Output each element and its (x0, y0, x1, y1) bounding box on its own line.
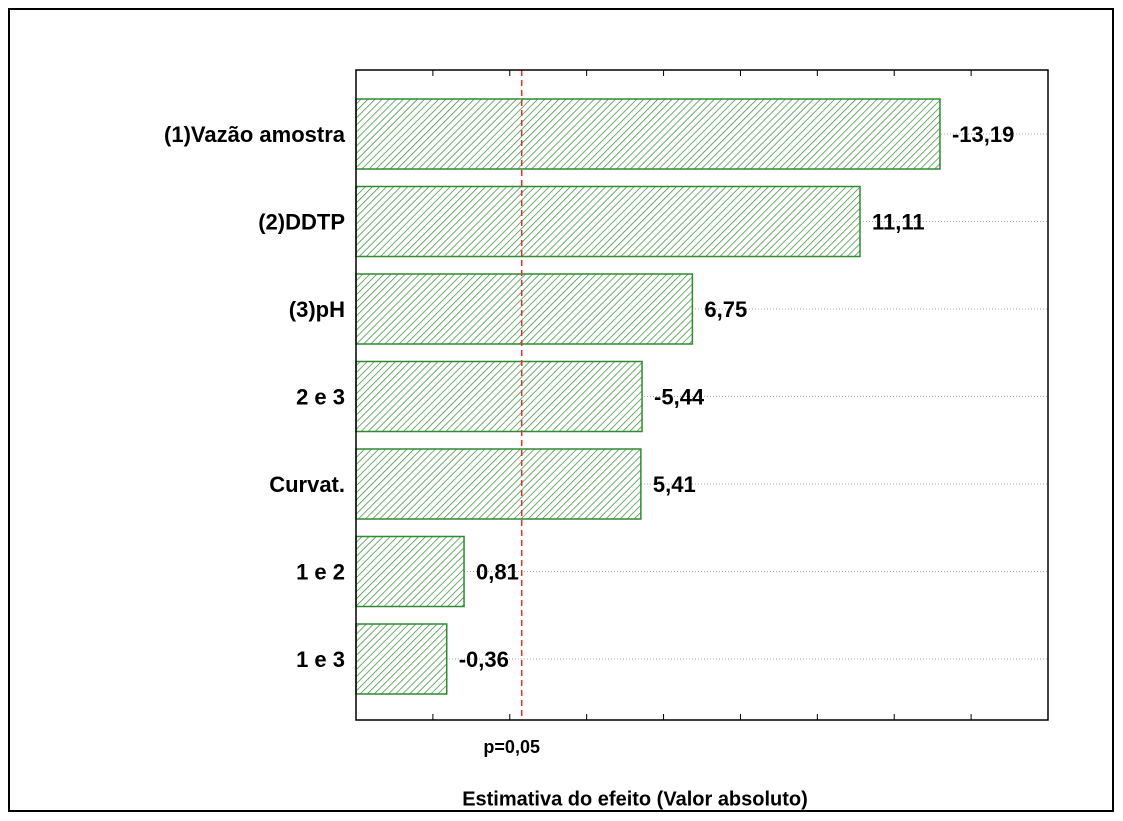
y-tick-label: 2 e 3 (296, 384, 345, 409)
bar (355, 273, 694, 345)
y-tick-label: 1 e 2 (296, 559, 345, 584)
plot-area (355, 69, 1049, 721)
value-label: -13,19 (952, 122, 1014, 147)
bar (355, 360, 643, 433)
value-label: 5,41 (653, 472, 696, 497)
y-tick-label: (3)pH (289, 297, 345, 322)
value-label: -5,44 (654, 384, 705, 409)
value-label: -0,36 (459, 647, 509, 672)
bar (355, 98, 941, 170)
value-label: 0,81 (476, 559, 519, 584)
bar (355, 185, 861, 258)
bar (355, 623, 448, 695)
y-tick-label: (1)Vazão amostra (164, 122, 346, 147)
bar (355, 535, 465, 608)
y-tick-label: 1 e 3 (296, 647, 345, 672)
reference-label: p=0,05 (483, 737, 540, 757)
y-tick-label: Curvat. (269, 472, 345, 497)
frame (8, 8, 1114, 812)
value-label: 6,75 (704, 297, 747, 322)
y-tick-label: (2)DDTP (258, 209, 345, 234)
x-axis-label: Estimativa do efeito (Valor absoluto) (462, 788, 808, 810)
value-label: 11,11 (872, 209, 925, 234)
bar (355, 448, 642, 520)
